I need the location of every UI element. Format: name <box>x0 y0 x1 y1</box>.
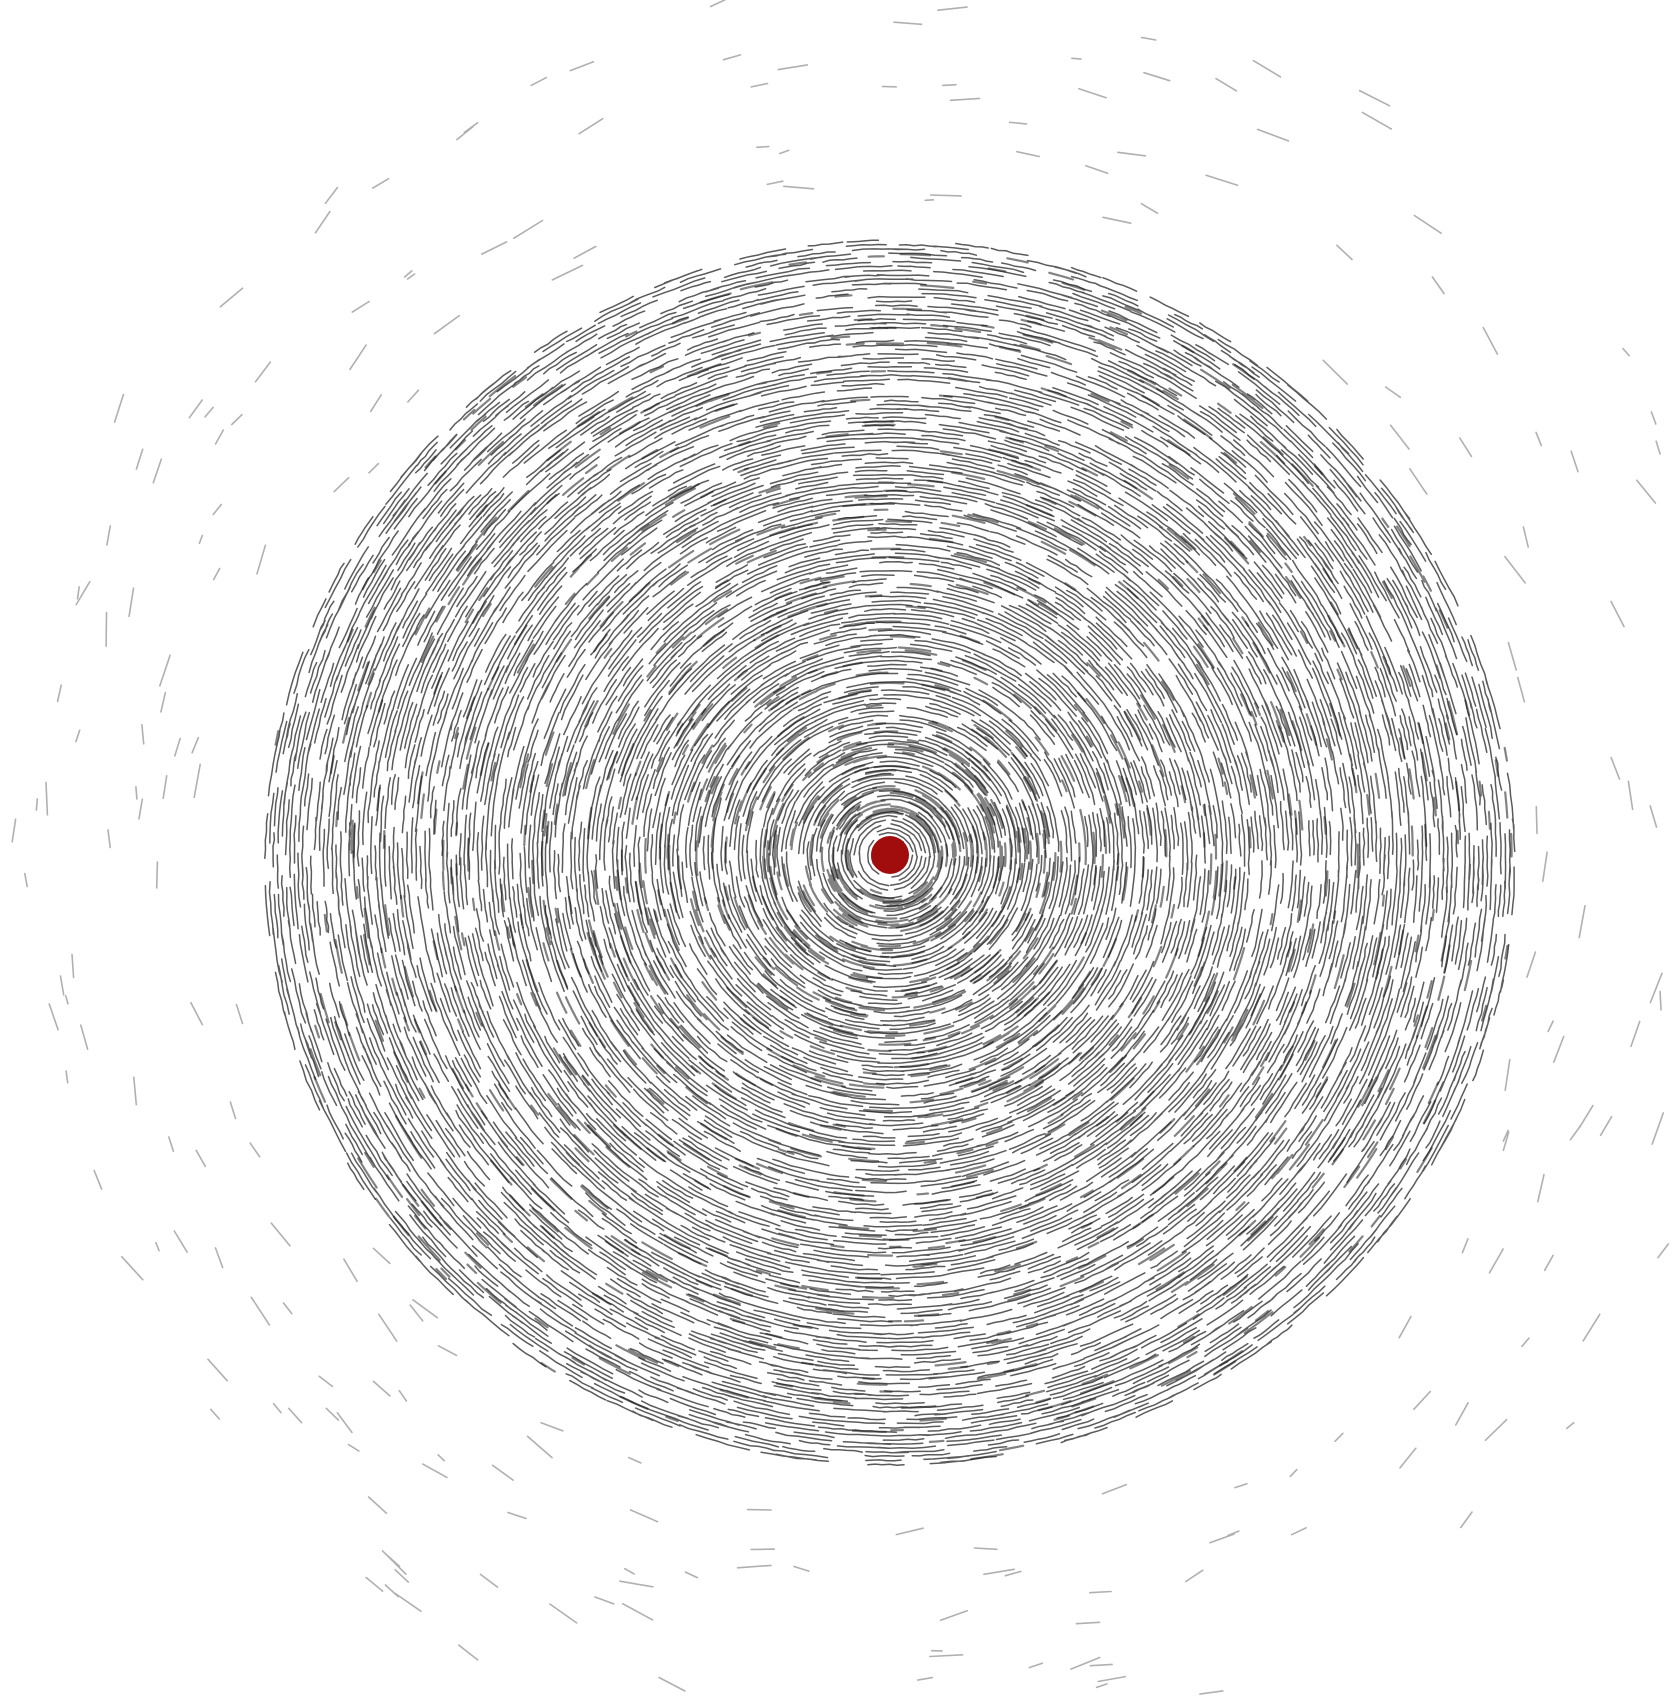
ink-stroke-layer <box>11 0 1670 1695</box>
red-center-dot <box>871 836 909 874</box>
outer-scatter-strokes <box>11 0 1670 1695</box>
texture-strokes <box>274 253 1513 1461</box>
